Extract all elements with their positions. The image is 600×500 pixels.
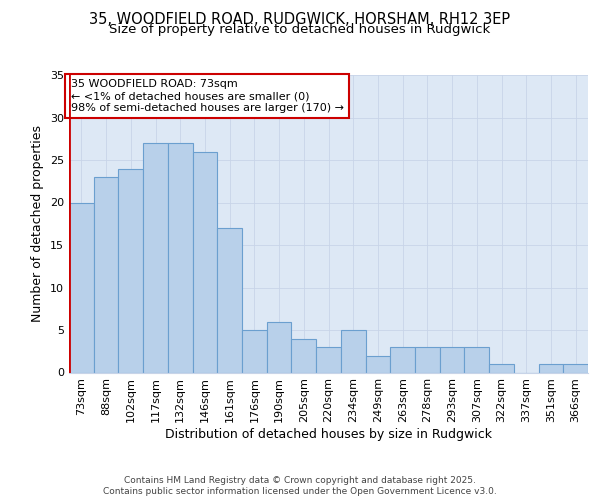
- Bar: [365, 356, 390, 372]
- Bar: [464, 347, 489, 372]
- Bar: [242, 330, 267, 372]
- Bar: [267, 322, 292, 372]
- Text: Size of property relative to detached houses in Rudgwick: Size of property relative to detached ho…: [109, 22, 491, 36]
- Bar: [415, 347, 440, 372]
- Bar: [69, 202, 94, 372]
- X-axis label: Distribution of detached houses by size in Rudgwick: Distribution of detached houses by size …: [165, 428, 492, 441]
- Text: Contains public sector information licensed under the Open Government Licence v3: Contains public sector information licen…: [103, 488, 497, 496]
- Text: 35, WOODFIELD ROAD, RUDGWICK, HORSHAM, RH12 3EP: 35, WOODFIELD ROAD, RUDGWICK, HORSHAM, R…: [89, 12, 511, 28]
- Bar: [440, 347, 464, 372]
- Bar: [143, 143, 168, 372]
- Bar: [118, 168, 143, 372]
- Text: Contains HM Land Registry data © Crown copyright and database right 2025.: Contains HM Land Registry data © Crown c…: [124, 476, 476, 485]
- Bar: [563, 364, 588, 372]
- Bar: [217, 228, 242, 372]
- Bar: [292, 338, 316, 372]
- Bar: [341, 330, 365, 372]
- Bar: [94, 177, 118, 372]
- Bar: [539, 364, 563, 372]
- Y-axis label: Number of detached properties: Number of detached properties: [31, 125, 44, 322]
- Bar: [316, 347, 341, 372]
- Bar: [489, 364, 514, 372]
- Bar: [168, 143, 193, 372]
- Bar: [193, 152, 217, 372]
- Bar: [390, 347, 415, 372]
- Text: 35 WOODFIELD ROAD: 73sqm
← <1% of detached houses are smaller (0)
98% of semi-de: 35 WOODFIELD ROAD: 73sqm ← <1% of detach…: [71, 80, 344, 112]
